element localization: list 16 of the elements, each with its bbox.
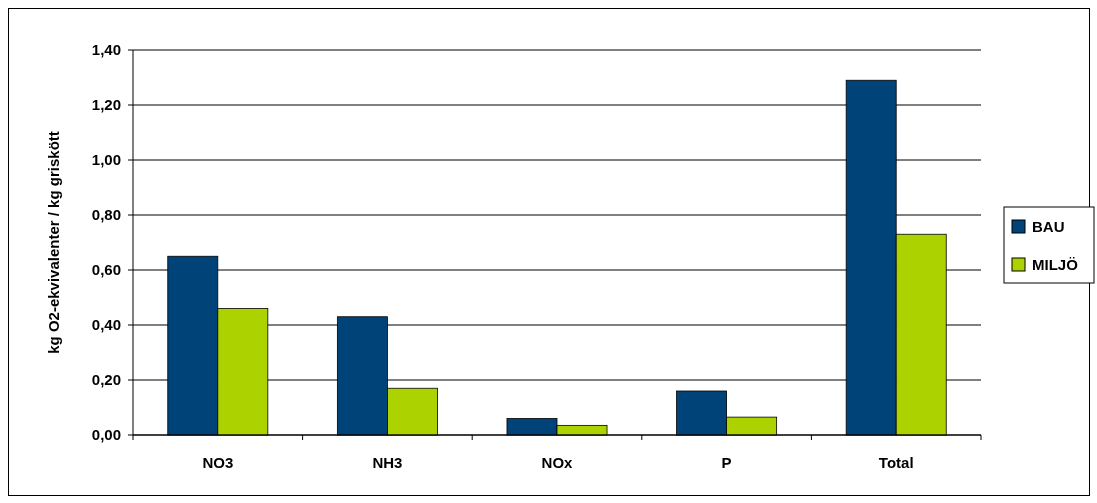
y-tick-label: 0,20 bbox=[91, 371, 121, 389]
y-tick-label: 0,00 bbox=[91, 426, 121, 444]
x-tick-label: Total bbox=[878, 454, 914, 471]
y-tick-label: 1,00 bbox=[91, 151, 121, 169]
legend-label: BAU bbox=[1032, 218, 1065, 236]
y-tick-label: 1,20 bbox=[91, 96, 121, 114]
y-tick-label: 0,80 bbox=[91, 206, 121, 224]
x-tick-label: NOx bbox=[541, 454, 574, 471]
y-tick-label: 0,40 bbox=[91, 316, 121, 334]
y-tick-label: 1,40 bbox=[91, 41, 121, 59]
x-tick-label: NO3 bbox=[202, 454, 234, 471]
x-tick-label: P bbox=[721, 454, 732, 471]
y-tick-label: 0,60 bbox=[91, 261, 121, 279]
x-tick-label: NH3 bbox=[372, 454, 403, 471]
y-axis-title: kg O2-ekvivalenter / kg griskött bbox=[45, 131, 62, 354]
legend-label: MILJÖ bbox=[1032, 256, 1079, 274]
